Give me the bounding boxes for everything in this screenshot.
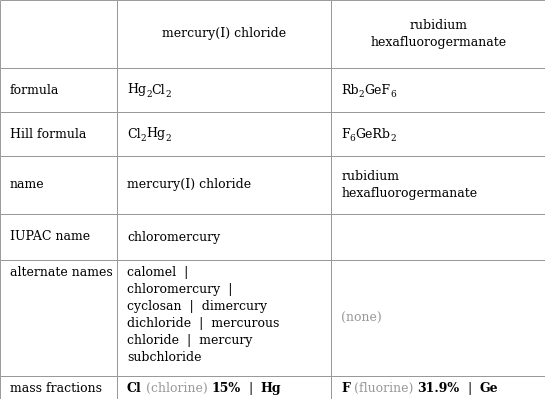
Text: rubidium
hexafluorogermanate: rubidium hexafluorogermanate [370,19,506,49]
Text: calomel  |
chloromercury  |
cyclosan  |  dimercury
dichloride  |  mercurous
chlo: calomel | chloromercury | cyclosan | dim… [127,267,280,364]
Text: alternate names: alternate names [10,267,113,279]
Text: chloromercury: chloromercury [127,231,220,243]
Text: (fluorine): (fluorine) [354,382,414,395]
Text: 6: 6 [390,90,396,99]
Text: 2: 2 [141,134,146,143]
Text: Hg: Hg [127,83,146,97]
Text: GeF: GeF [365,83,390,97]
Text: 31.9%: 31.9% [417,382,459,395]
Text: mass fractions: mass fractions [10,382,102,395]
Text: 2: 2 [165,90,171,99]
Text: F: F [341,382,350,395]
Text: rubidium
hexafluorogermanate: rubidium hexafluorogermanate [341,170,477,200]
Text: Rb: Rb [341,83,359,97]
Text: 2: 2 [165,134,171,143]
Text: (chlorine): (chlorine) [146,382,208,395]
Text: mercury(I) chloride: mercury(I) chloride [127,178,251,192]
Text: name: name [10,178,45,192]
Text: 15%: 15% [211,382,240,395]
Text: |: | [240,382,261,395]
Text: |: | [459,382,480,395]
Text: Cl: Cl [152,83,165,97]
Text: (none): (none) [341,312,382,324]
Text: IUPAC name: IUPAC name [10,231,90,243]
Text: F: F [341,128,350,140]
Text: 6: 6 [350,134,355,143]
Text: Hill formula: Hill formula [10,128,86,140]
Text: 2: 2 [146,90,152,99]
Text: Hg: Hg [146,128,165,140]
Text: 2: 2 [391,134,396,143]
Text: 2: 2 [359,90,365,99]
Text: GeRb: GeRb [355,128,391,140]
Text: Cl: Cl [127,382,142,395]
Text: mercury(I) chloride: mercury(I) chloride [162,28,286,41]
Text: Ge: Ge [480,382,499,395]
Text: Cl: Cl [127,128,141,140]
Text: formula: formula [10,83,59,97]
Text: Hg: Hg [261,382,281,395]
